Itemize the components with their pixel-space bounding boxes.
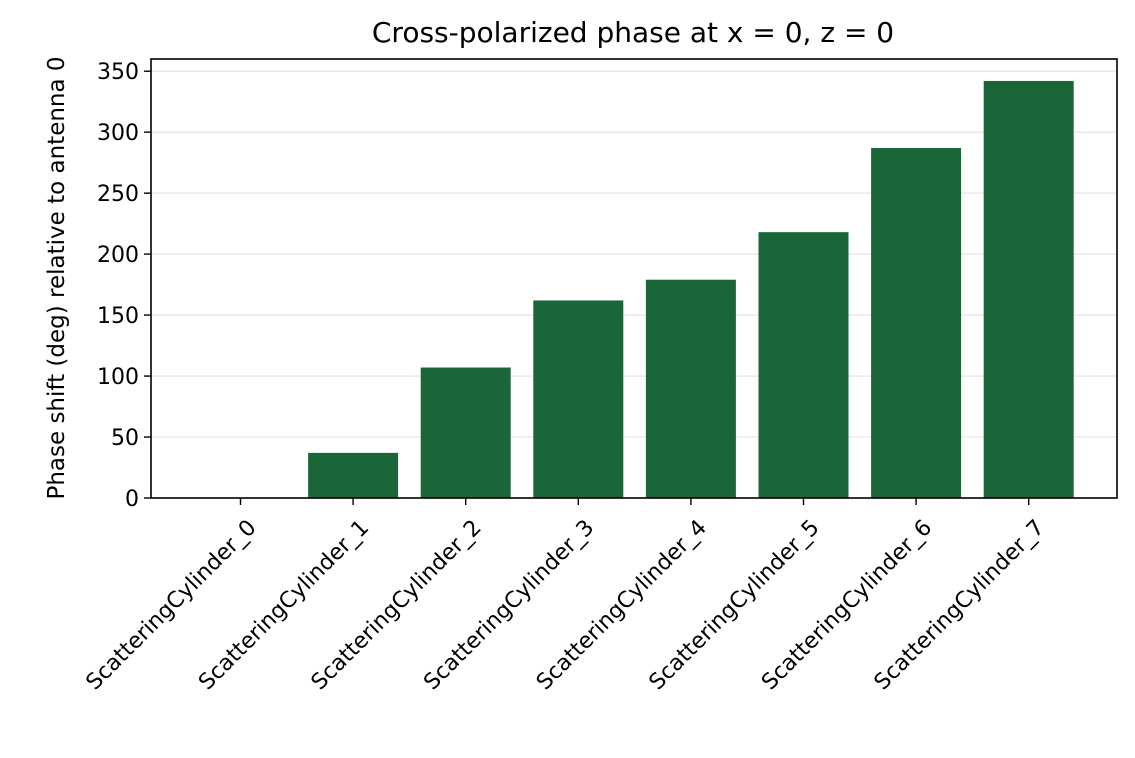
chart-title: Cross-polarized phase at x = 0, z = 0 <box>372 16 894 49</box>
bars <box>308 80 1074 498</box>
bar-3 <box>533 300 624 498</box>
gridlines <box>151 70 1117 438</box>
y-tick-label: 300 <box>97 121 139 146</box>
y-tick-label: 100 <box>97 365 139 390</box>
y-tick-label: 0 <box>125 487 139 512</box>
bar-6 <box>871 148 962 498</box>
bar-1 <box>308 452 399 498</box>
y-axis-ticks: 0 50 100 150 200 250 300 350 <box>97 60 151 512</box>
bar-4 <box>645 279 736 498</box>
y-tick-label: 350 <box>97 60 139 85</box>
bar-7 <box>983 80 1074 498</box>
y-tick-label: 200 <box>97 243 139 268</box>
y-tick-label: 150 <box>97 304 139 329</box>
plot-frame <box>150 58 1118 499</box>
bar-2 <box>420 367 511 498</box>
y-axis-label: Phase shift (deg) relative to antenna 0 <box>44 56 70 499</box>
bar-5 <box>758 232 849 498</box>
y-tick-label: 250 <box>97 182 139 207</box>
y-tick-label: 50 <box>111 426 139 451</box>
x-axis-ticks: ScatteringCylinder_0ScatteringCylinder_1… <box>82 498 1050 695</box>
